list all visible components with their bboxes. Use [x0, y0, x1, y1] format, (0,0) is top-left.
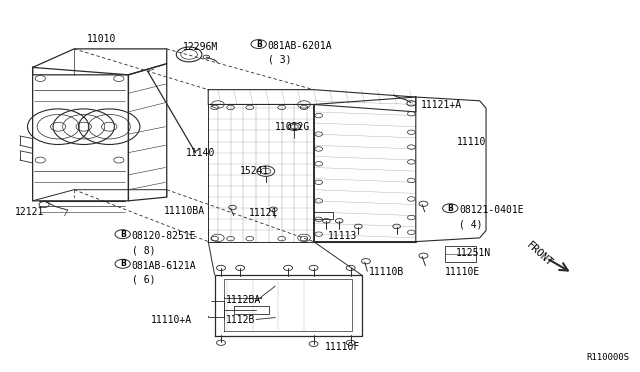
- Text: 11140: 11140: [186, 148, 215, 158]
- Text: B: B: [120, 259, 125, 268]
- Text: 11012G: 11012G: [275, 122, 310, 132]
- Text: 11110+A: 11110+A: [151, 315, 192, 325]
- Text: 11121+A: 11121+A: [421, 100, 462, 110]
- Text: FRONT: FRONT: [524, 240, 554, 269]
- Text: 12296M: 12296M: [182, 42, 218, 52]
- Text: 1112BA: 1112BA: [226, 295, 261, 305]
- Text: 11010: 11010: [87, 34, 116, 44]
- Text: ( 8): ( 8): [132, 245, 155, 255]
- Text: 11110F: 11110F: [325, 342, 360, 352]
- Text: B: B: [256, 39, 262, 49]
- Text: 11110E: 11110E: [445, 267, 481, 277]
- Text: 11251N: 11251N: [456, 248, 491, 258]
- Text: 11110BA: 11110BA: [164, 206, 205, 216]
- Text: 08121-0401E: 08121-0401E: [460, 205, 524, 215]
- Text: 15241: 15241: [240, 166, 269, 176]
- Text: 081AB-6121A: 081AB-6121A: [132, 261, 196, 271]
- Text: 08120-8251E: 08120-8251E: [132, 231, 196, 241]
- Text: 081AB-6201A: 081AB-6201A: [268, 41, 332, 51]
- Text: 12121: 12121: [15, 207, 44, 217]
- Text: ( 6): ( 6): [132, 275, 155, 285]
- Text: R110000S: R110000S: [587, 353, 630, 362]
- Text: ( 3): ( 3): [268, 55, 291, 65]
- Text: 1112B: 1112B: [226, 315, 255, 325]
- Text: B: B: [447, 204, 453, 213]
- Text: B: B: [120, 230, 125, 239]
- Text: 11110B: 11110B: [369, 267, 404, 277]
- Text: 11110: 11110: [458, 137, 486, 147]
- Text: 11113: 11113: [328, 231, 358, 241]
- Text: ( 4): ( 4): [460, 219, 483, 229]
- Text: 11121: 11121: [248, 208, 278, 218]
